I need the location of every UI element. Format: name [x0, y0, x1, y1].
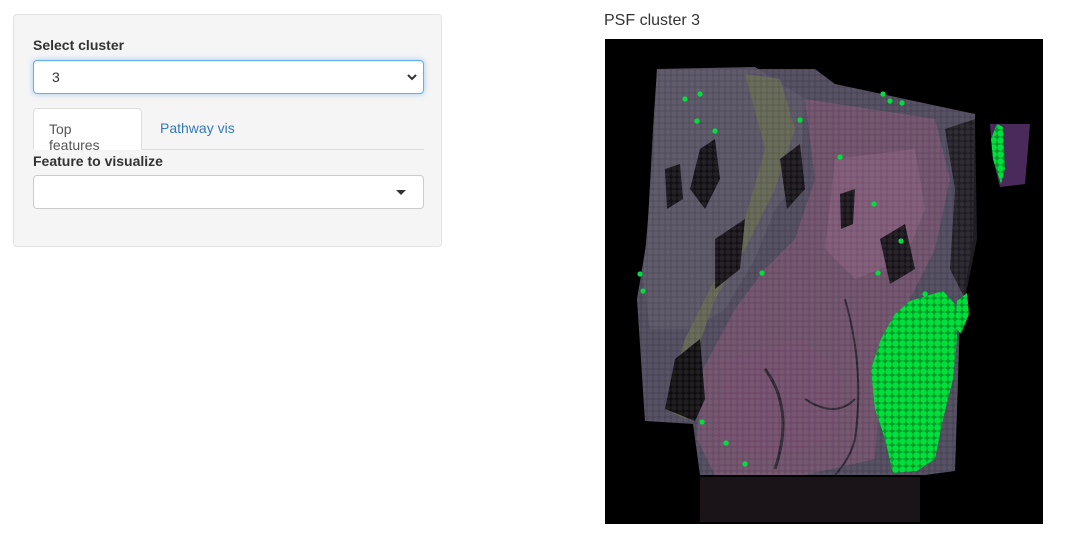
tab-bar: Top features Pathway vis [33, 108, 424, 153]
tab-pathway-vis[interactable]: Pathway vis [160, 120, 235, 136]
select-cluster-label: Select cluster [33, 37, 125, 53]
feature-select[interactable] [33, 175, 424, 209]
caret-down-icon [396, 190, 406, 195]
feature-to-visualize-label: Feature to visualize [33, 153, 163, 169]
sidebar-panel: Select cluster 3 Top features Pathway vi… [13, 14, 442, 247]
plot-title: PSF cluster 3 [604, 12, 701, 29]
tab-top-features[interactable]: Top features [33, 108, 142, 153]
cluster-select[interactable]: 3 [33, 60, 424, 94]
tissue-plot [605, 39, 1043, 524]
cluster-select-value: 3 [52, 69, 60, 85]
chevron-down-icon [407, 74, 417, 81]
tissue-image [637, 67, 1030, 522]
